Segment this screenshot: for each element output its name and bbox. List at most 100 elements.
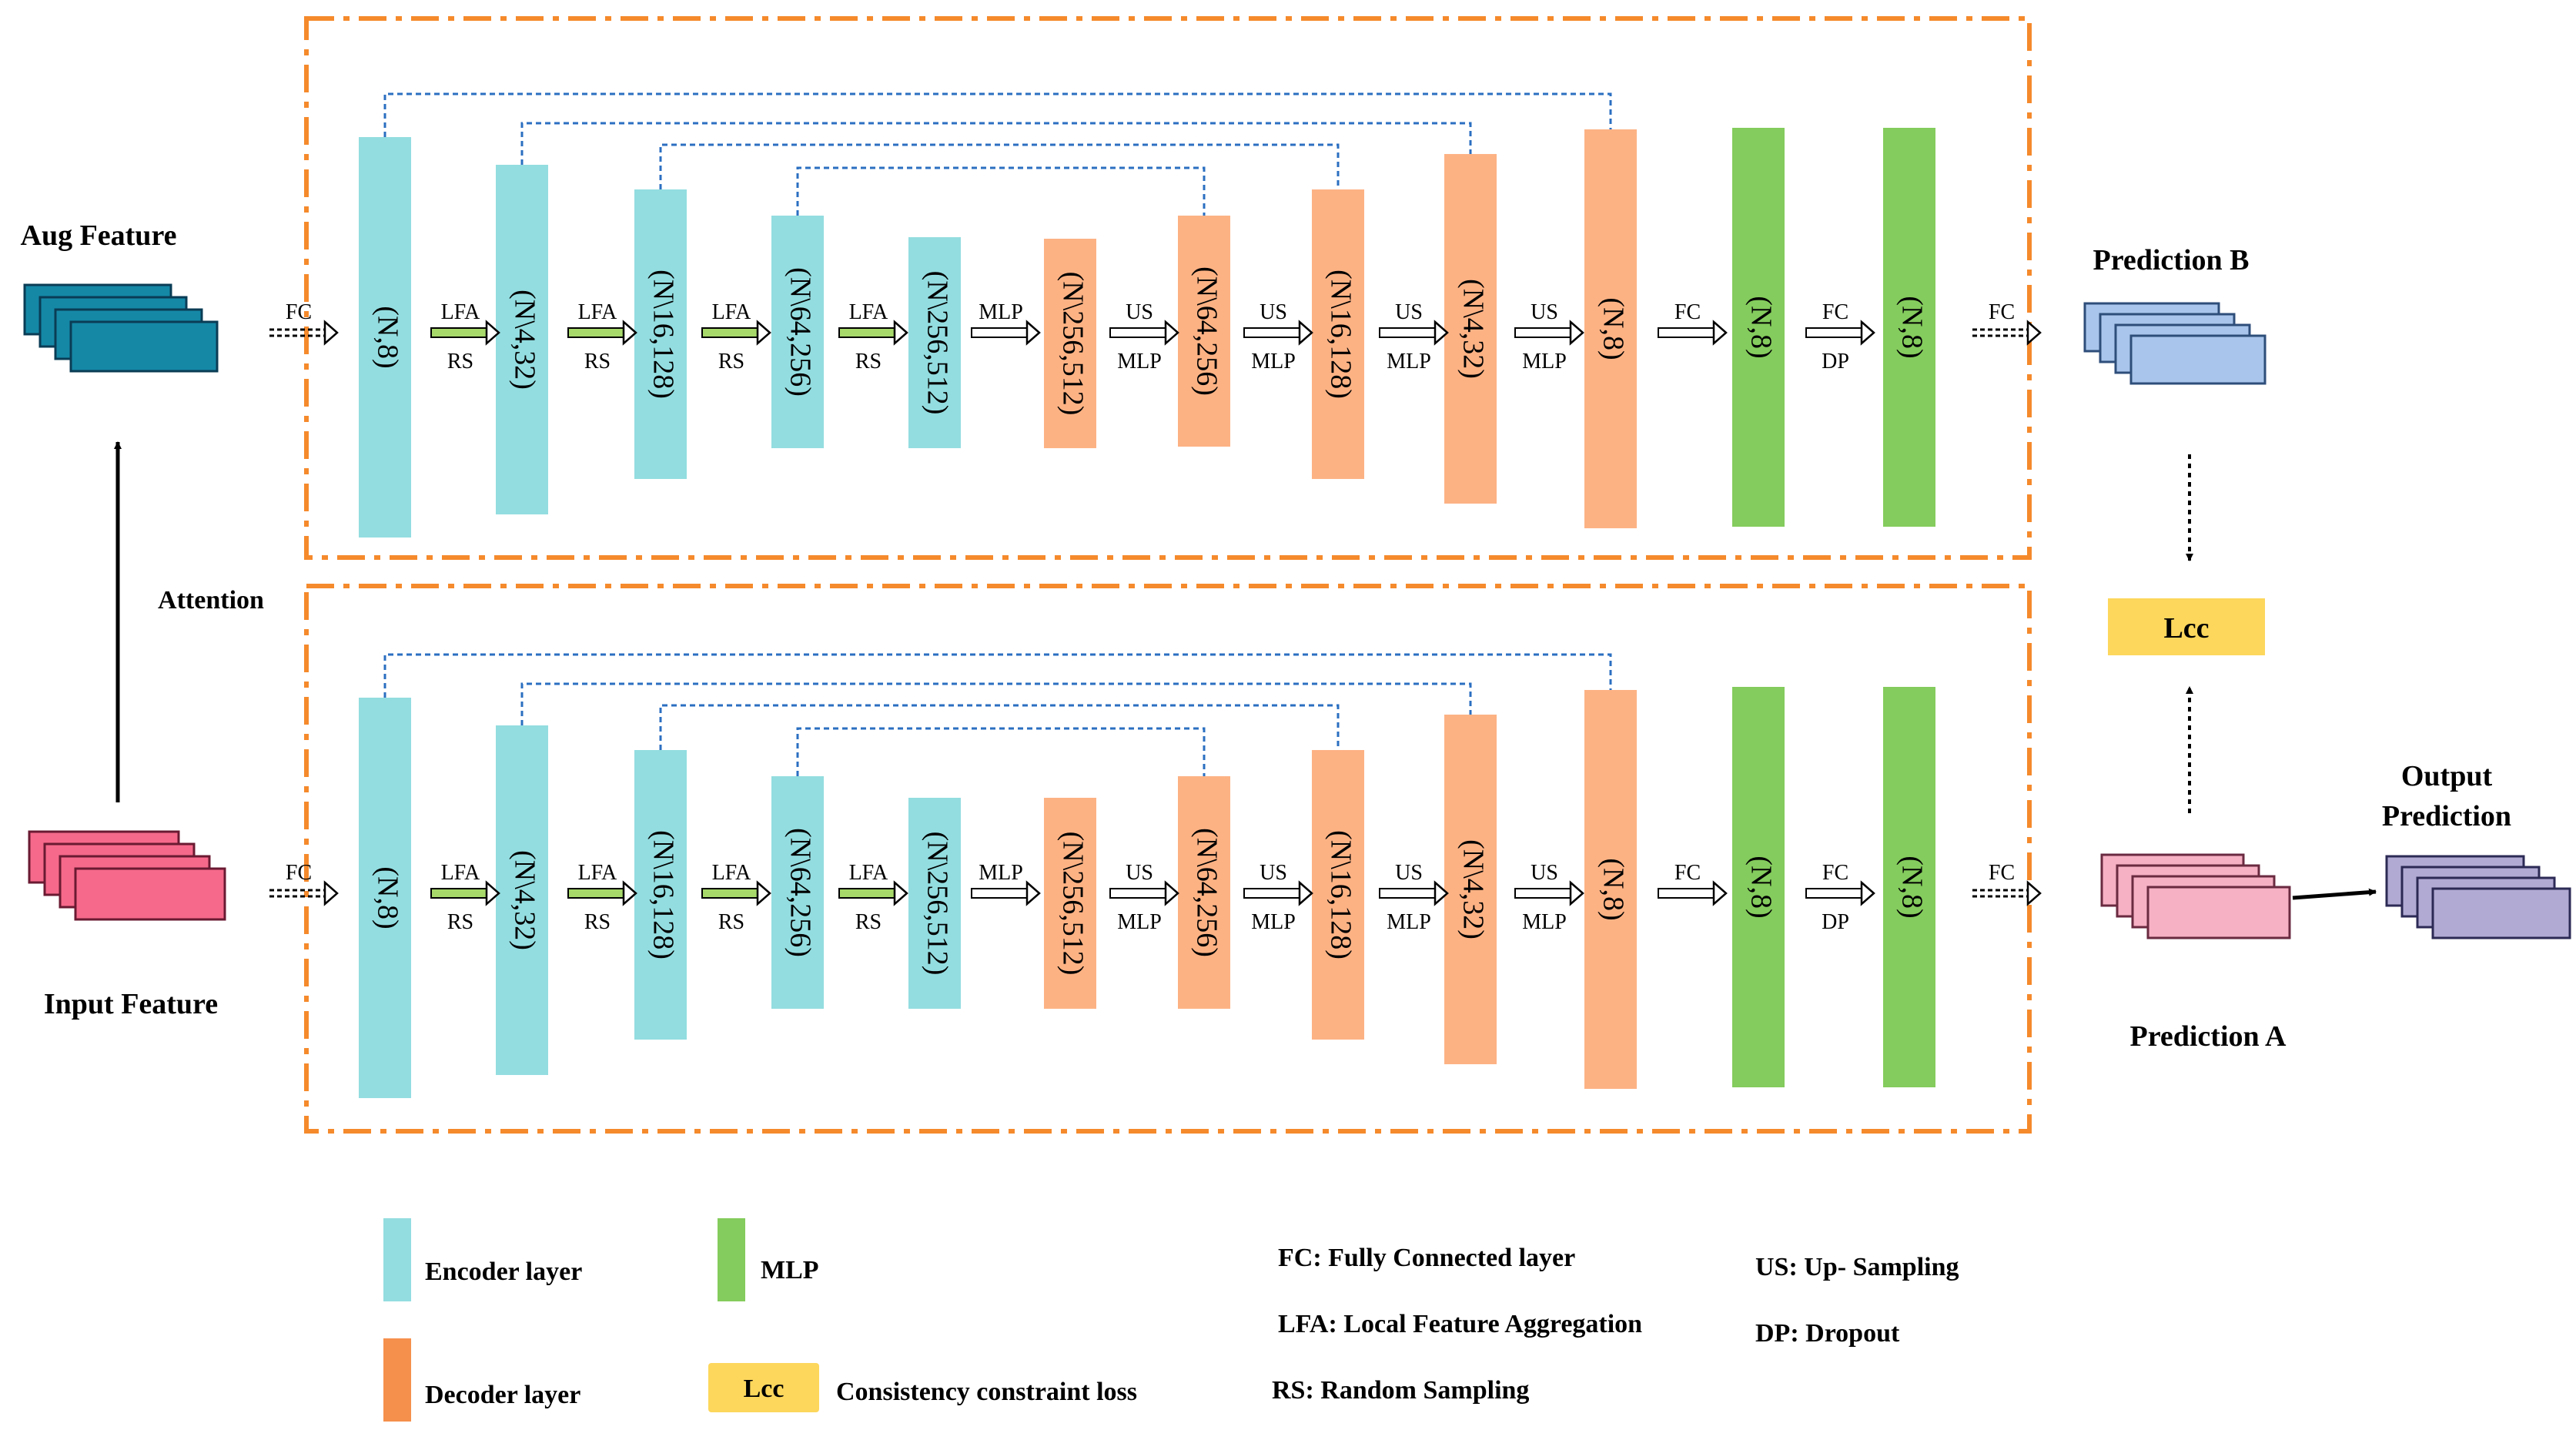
legend-lcc-swatch [708,1363,819,1412]
top-network-frame [304,16,2032,560]
legend-abbrev-dp: DP: Dropout [1755,1319,1900,1348]
op-label-top: FC [286,861,312,885]
op-arrow-shaft [567,327,624,338]
op-label-bottom: RS [584,910,611,934]
prediction-b-stack [2083,302,2267,385]
layer-shape-label: (N,8) [1597,297,1629,360]
op-arrow-head [1434,880,1449,906]
op-arrow-head [756,320,771,346]
skip-connection [796,727,1206,776]
decoder-layer [1584,690,1637,1089]
op-label-bottom: RS [447,910,473,934]
skip-connection [659,704,1340,750]
layer-shape-label: (N\16,128) [647,270,679,399]
bottom-pipeline: (N,8) (N\4,32) (N\16,128) (N\64,256) (N\256,… [269,653,2042,1098]
skip-connection [383,653,1612,698]
legend-lcc-desc: Consistency constraint loss [836,1378,1137,1406]
encoder-layer [496,725,548,1075]
op-label-top: FC [1822,300,1848,324]
op-arrow-shaft [701,888,758,899]
op-label-top: US [1531,861,1558,885]
op-label-top: LFA [712,300,752,324]
op-label-top: LFA [849,300,889,324]
op-arrow-shaft [567,888,624,899]
op-label-top: LFA [441,300,481,324]
mlp-layer [1883,128,1935,527]
output-prediction-label-line2: Prediction [2382,800,2511,832]
op-label-top: US [1260,861,1287,885]
layer-shape-label: (N\4,32) [1457,279,1489,379]
layer-shape-label: (N\64,256) [1190,266,1223,396]
input-feature-stack [28,830,226,921]
op-arrow-head [1569,880,1584,906]
op-label-top: FC [1674,861,1701,885]
layer-shape-label: (N\256,512) [1056,832,1089,976]
op-arrow-shaft [701,327,758,338]
op-label-bottom: RS [718,350,744,373]
skip-connection [520,122,1472,165]
output-prediction-label-line1: Output [2401,760,2493,792]
skip-connection [659,143,1340,189]
op-arrow-head [1569,320,1584,346]
op-arrow-shaft [1243,888,1300,899]
op-arrow-shaft [971,327,1028,338]
skip-connection [796,166,1206,216]
op-label-bottom: MLP [1522,910,1567,934]
op-arrow-head [2026,320,2042,346]
op-arrow-shaft [1514,888,1571,899]
layer-shape-label: (N,8) [1745,856,1777,918]
decoder-layer [1178,776,1230,1009]
op-arrow-head [1712,320,1728,346]
input-feature-label: Input Feature [44,988,218,1020]
op-label-top: LFA [441,861,481,885]
decoder-layer [1044,798,1096,1009]
decoder-layer [1312,189,1364,479]
encoder-layer [908,798,961,1009]
decoder-layer [1444,715,1497,1064]
layer-shape-label: (N\16,128) [1324,270,1357,399]
op-label-bottom: RS [718,910,744,934]
aug-feature-sheet [69,320,219,373]
top-pipeline: (N,8) (N\4,32) (N\16,128) (N\64,256) (N\256,… [269,92,2042,538]
legend-encoder-swatch [383,1218,411,1301]
output-prediction-stack [2385,855,2571,939]
legend-abbrev-rs: RS: Random Sampling [1272,1376,1529,1405]
op-arrow-head [1860,880,1875,906]
op-arrow-shaft [1658,327,1715,338]
skip-connection [383,92,1612,137]
layer-shape-label: (N\16,128) [647,830,679,959]
encoder-layer [496,165,548,514]
legend-abbrev-lfa: LFA: Local Feature Aggregation [1278,1310,1642,1338]
legend-mlp-swatch [718,1218,745,1301]
input-feature-sheet [74,867,226,921]
mlp-layer [1883,687,1935,1087]
op-label-bottom: MLP [1522,350,1567,373]
prediction-b-sheet [2129,334,2267,385]
op-arrow-shaft [1805,888,1862,899]
op-arrow-head [622,880,637,906]
op-arrow-head [1025,320,1041,346]
op-arrow-shaft [1658,888,1715,899]
decoder-layer [1584,129,1637,528]
encoder-layer [634,750,687,1040]
prediction-a-stack [2100,853,2291,939]
op-arrow-head [1164,320,1179,346]
op-arrow-shaft [1805,327,1862,338]
op-arrow-shaft [1379,888,1436,899]
aug-feature-label: Aug Feature [21,219,177,252]
op-label-top: US [1126,300,1153,324]
op-arrow-head [485,320,500,346]
op-arrow-head [323,880,339,906]
op-arrow-head [1164,880,1179,906]
op-arrow-head [1298,880,1313,906]
op-arrow-shaft [971,888,1028,899]
op-label-top: FC [1674,300,1701,324]
op-label-bottom: RS [855,910,882,934]
layer-shape-label: (N\256,512) [921,271,953,415]
op-arrow-head [1434,320,1449,346]
skip-connection [520,682,1472,725]
op-arrow-head [323,320,339,346]
aug-feature-stack [23,283,219,373]
layer-shape-label: (N,8) [371,866,403,929]
legend-mlp-label: MLP [761,1256,819,1284]
